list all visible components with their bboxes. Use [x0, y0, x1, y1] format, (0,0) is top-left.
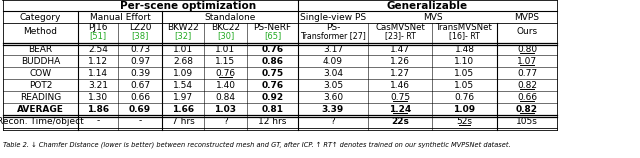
Text: 1.26: 1.26 [390, 57, 410, 66]
Text: CasMVSNet: CasMVSNet [375, 24, 425, 33]
Text: [16]- RT: [16]- RT [449, 31, 480, 40]
Text: BUDDHA: BUDDHA [21, 57, 60, 66]
Text: Generalizable: Generalizable [387, 1, 468, 11]
Text: 3.21: 3.21 [88, 80, 108, 89]
Text: [30]: [30] [217, 31, 234, 40]
Text: 1.07: 1.07 [517, 57, 537, 66]
Text: Standalone: Standalone [204, 13, 256, 22]
Text: 1.01: 1.01 [173, 45, 193, 54]
Text: 3.17: 3.17 [323, 45, 343, 54]
Text: 0.82: 0.82 [516, 104, 538, 113]
Text: Single-view PS: Single-view PS [300, 13, 366, 22]
Text: 1.12: 1.12 [88, 57, 108, 66]
Text: 1.30: 1.30 [88, 92, 108, 101]
Text: 0.81: 0.81 [262, 104, 284, 113]
Text: 0.97: 0.97 [130, 57, 150, 66]
Text: 105s: 105s [516, 116, 538, 125]
Text: [38]: [38] [131, 31, 148, 40]
Text: 52s: 52s [456, 116, 472, 125]
Text: 4.09: 4.09 [323, 57, 343, 66]
Text: 0.84: 0.84 [216, 92, 236, 101]
Text: BKC22: BKC22 [211, 24, 240, 33]
Text: PJ16: PJ16 [88, 24, 108, 33]
Text: POT2: POT2 [29, 80, 52, 89]
Text: [23]- RT: [23]- RT [385, 31, 415, 40]
Text: BKW22: BKW22 [167, 24, 199, 33]
Text: MVPS: MVPS [515, 13, 540, 22]
Text: 0.66: 0.66 [130, 92, 150, 101]
Text: LZ20: LZ20 [129, 24, 151, 33]
Text: 3.60: 3.60 [323, 92, 343, 101]
Text: 3.05: 3.05 [323, 80, 343, 89]
Text: 1.47: 1.47 [390, 45, 410, 54]
Text: 0.80: 0.80 [517, 45, 537, 54]
Text: PS-: PS- [326, 24, 340, 33]
Text: 1.54: 1.54 [173, 80, 193, 89]
Text: 22s: 22s [391, 116, 409, 125]
Text: PS-NeRF: PS-NeRF [253, 24, 292, 33]
Text: 1.97: 1.97 [173, 92, 193, 101]
Text: 0.92: 0.92 [261, 92, 284, 101]
Text: 0.75: 0.75 [390, 92, 410, 101]
Text: [32]: [32] [174, 31, 191, 40]
Text: 1.14: 1.14 [88, 69, 108, 78]
Text: 0.76: 0.76 [454, 92, 475, 101]
Text: 1.05: 1.05 [454, 80, 475, 89]
Text: 1.03: 1.03 [214, 104, 237, 113]
Text: Transformer [27]: Transformer [27] [300, 31, 366, 40]
Text: 12 hrs: 12 hrs [259, 116, 287, 125]
Text: BEAR: BEAR [28, 45, 52, 54]
Text: 1.10: 1.10 [454, 57, 475, 66]
Text: Recon. Time/object: Recon. Time/object [0, 116, 84, 125]
Text: 3.39: 3.39 [322, 104, 344, 113]
Text: 2.54: 2.54 [88, 45, 108, 54]
Text: 0.76: 0.76 [216, 69, 236, 78]
Text: 1.46: 1.46 [390, 80, 410, 89]
Text: 1.40: 1.40 [216, 80, 236, 89]
Text: 0.69: 0.69 [129, 104, 151, 113]
Text: Table 2. ↓ Chamfer Distance (lower is better) between reconstructed mesh and GT,: Table 2. ↓ Chamfer Distance (lower is be… [3, 142, 511, 148]
Text: 0.76: 0.76 [261, 80, 284, 89]
Text: 1.86: 1.86 [87, 104, 109, 113]
Text: MVS: MVS [422, 13, 442, 22]
Text: READING: READING [20, 92, 61, 101]
Text: 0.82: 0.82 [517, 80, 537, 89]
Text: 0.77: 0.77 [517, 69, 537, 78]
Text: 7 hrs: 7 hrs [172, 116, 195, 125]
Text: 0.76: 0.76 [261, 45, 284, 54]
Text: 1.05: 1.05 [454, 69, 475, 78]
Text: 1.48: 1.48 [454, 45, 474, 54]
Text: Ours: Ours [516, 27, 538, 36]
Text: 1.15: 1.15 [216, 57, 236, 66]
Text: Method: Method [24, 27, 58, 36]
Text: ?: ? [331, 116, 335, 125]
Text: 0.67: 0.67 [130, 80, 150, 89]
Text: TransMVSNet: TransMVSNet [436, 24, 493, 33]
Text: Manual Effort: Manual Effort [90, 13, 150, 22]
Text: 1.09: 1.09 [173, 69, 193, 78]
Text: 0.86: 0.86 [262, 57, 284, 66]
Text: 0.73: 0.73 [130, 45, 150, 54]
Text: Category: Category [20, 13, 61, 22]
Text: [51]: [51] [90, 31, 107, 40]
Text: 3.04: 3.04 [323, 69, 343, 78]
Text: 1.66: 1.66 [172, 104, 194, 113]
Text: 0.75: 0.75 [261, 69, 284, 78]
Text: 1.09: 1.09 [453, 104, 476, 113]
Text: 2.68: 2.68 [173, 57, 193, 66]
Text: Per-scene optimization: Per-scene optimization [120, 1, 256, 11]
Text: 0.39: 0.39 [130, 69, 150, 78]
Text: ?: ? [223, 116, 228, 125]
Text: 1.01: 1.01 [216, 45, 236, 54]
Text: 1.27: 1.27 [390, 69, 410, 78]
Text: -: - [97, 116, 100, 125]
Text: COW: COW [29, 69, 52, 78]
Text: 1.24: 1.24 [389, 104, 411, 113]
Text: [65]: [65] [264, 31, 281, 40]
Text: 0.66: 0.66 [517, 92, 537, 101]
Text: -: - [138, 116, 141, 125]
Text: AVERAGE: AVERAGE [17, 104, 64, 113]
